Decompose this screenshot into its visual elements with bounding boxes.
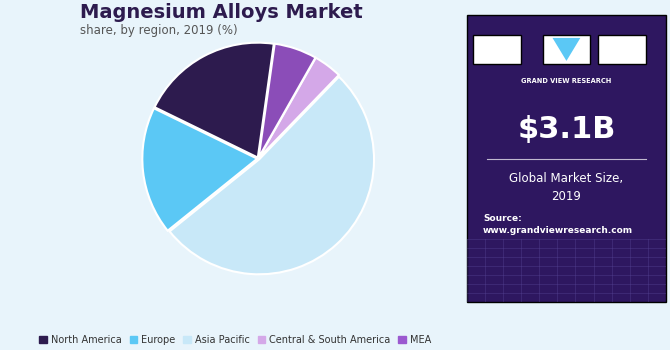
FancyBboxPatch shape: [473, 35, 521, 64]
Text: Global Market Size,
2019: Global Market Size, 2019: [509, 172, 624, 203]
Wedge shape: [170, 77, 374, 274]
Wedge shape: [155, 43, 274, 158]
FancyBboxPatch shape: [543, 35, 590, 64]
Text: Magnesium Alloys Market: Magnesium Alloys Market: [80, 4, 363, 22]
Legend: North America, Europe, Asia Pacific, Central & South America, MEA: North America, Europe, Asia Pacific, Cen…: [36, 331, 436, 349]
Text: share, by region, 2019 (%): share, by region, 2019 (%): [80, 24, 238, 37]
Wedge shape: [259, 58, 339, 158]
Text: Source:
www.grandviewresearch.com: Source: www.grandviewresearch.com: [483, 214, 633, 236]
Text: GRAND VIEW RESEARCH: GRAND VIEW RESEARCH: [521, 78, 612, 84]
FancyBboxPatch shape: [598, 35, 646, 64]
Wedge shape: [259, 44, 316, 158]
Polygon shape: [553, 38, 580, 61]
Wedge shape: [142, 108, 257, 231]
FancyBboxPatch shape: [467, 15, 666, 302]
Text: $3.1B: $3.1B: [517, 116, 616, 144]
